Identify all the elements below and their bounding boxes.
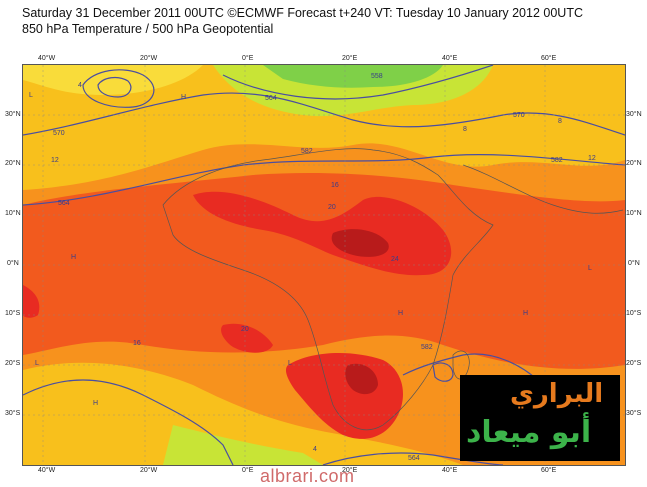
cold-zone-north [263, 65, 443, 88]
lat-label-10n-left: 10°N [5, 210, 21, 217]
watermark-line2: أبو ميعاد [466, 415, 592, 450]
temperature-label: 20 [328, 204, 336, 211]
high-pressure-marker: H [398, 310, 403, 317]
geopotential-label: 582 [301, 148, 313, 155]
lat-label-20s-right: 20°S [626, 360, 642, 367]
lat-label-10n-right: 10°N [626, 210, 642, 217]
lon-label-20w-top: 20°W [140, 55, 158, 62]
temperature-label: 16 [133, 340, 141, 347]
lat-label-30n-left: 30°N [5, 111, 21, 118]
watermark-line1: البراري [510, 379, 604, 409]
geopotential-contours [23, 65, 625, 465]
watermark-logo: البراري أبو ميعاد [460, 375, 620, 461]
lon-label-20e-top: 20°E [342, 55, 358, 62]
lat-label-20s-left: 20°S [5, 360, 21, 367]
geopotential-label: 564 [58, 200, 70, 207]
site-link[interactable]: albrari.com [260, 466, 355, 486]
geopotential-label: 564 [408, 455, 420, 462]
temperature-label: 4 [313, 446, 317, 453]
lon-label-40w-bottom: 40°W [38, 467, 56, 474]
mild-zone-northwest [23, 65, 203, 95]
low-pressure-marker: L [29, 92, 33, 99]
lon-label-60e-top: 60°E [541, 55, 557, 62]
hottest-zone-southern-africa [345, 363, 378, 395]
mild-zone-south [23, 362, 463, 465]
low-pressure-marker: L [35, 360, 39, 367]
low-pressure-marker: L [588, 265, 592, 272]
temperature-label: 12 [588, 155, 596, 162]
map-title: Saturday 31 December 2011 00UTC ©ECMWF F… [22, 5, 583, 37]
geopotential-label: 582 [421, 344, 433, 351]
lat-label-0n-right: 0°N [628, 260, 640, 267]
mild-zone-north [23, 65, 625, 190]
gridlines [23, 65, 625, 465]
high-pressure-marker: H [181, 94, 186, 101]
lon-label-40w-top: 40°W [38, 55, 56, 62]
lat-label-20n-right: 20°N [626, 160, 642, 167]
geopotential-label: 558 [371, 73, 383, 80]
temperature-label: 24 [391, 256, 399, 263]
warm-zone-tropics [23, 173, 625, 369]
hottest-zone-central-africa [331, 229, 389, 257]
lat-label-0n-left: 0°N [7, 260, 19, 267]
lat-label-20n-left: 20°N [5, 160, 21, 167]
low-pressure-marker: L [288, 360, 292, 367]
hot-zone-central-africa [193, 191, 452, 276]
high-pressure-marker: H [71, 254, 76, 261]
high-pressure-marker: H [523, 310, 528, 317]
temperature-label: 8 [463, 126, 467, 133]
high-pressure-marker: H [93, 400, 98, 407]
geopotential-label: 564 [265, 95, 277, 102]
contour-value-labels: 570 582 564 558 570 582 564 582 564 4 8 … [29, 73, 596, 462]
lon-label-0e-bottom: 0°E [242, 467, 254, 474]
geopotential-label: 570 [53, 130, 65, 137]
geopotential-label: 570 [513, 112, 525, 119]
temperature-label: 4 [78, 82, 82, 89]
lon-label-0e-top: 0°E [242, 55, 254, 62]
temperature-label: 20 [241, 326, 249, 333]
lat-label-30s-left: 30°S [5, 410, 21, 417]
lat-label-30s-right: 30°S [626, 410, 642, 417]
lat-label-10s-right: 10°S [626, 310, 642, 317]
lon-label-40e-top: 40°E [442, 55, 458, 62]
lon-label-40e-bottom: 40°E [442, 467, 458, 474]
hot-zone-angola [221, 323, 273, 353]
temperature-label: 8 [558, 118, 562, 125]
cool-zone-south [163, 425, 323, 465]
lon-label-20w-bottom: 20°W [140, 467, 158, 474]
title-line-forecast: Saturday 31 December 2011 00UTC ©ECMWF F… [22, 6, 583, 20]
temperature-label: 12 [51, 157, 59, 164]
lat-label-30n-right: 30°N [626, 111, 642, 118]
title-line-variables: 850 hPa Temperature / 500 hPa Geopotenti… [22, 22, 274, 36]
hot-zone-atlantic [23, 285, 40, 318]
lat-label-10s-left: 10°S [5, 310, 21, 317]
lon-label-20e-bottom: 20°E [342, 467, 358, 474]
temperature-label: 16 [331, 182, 339, 189]
geopotential-label: 582 [551, 157, 563, 164]
lon-label-60e-bottom: 60°E [541, 467, 557, 474]
